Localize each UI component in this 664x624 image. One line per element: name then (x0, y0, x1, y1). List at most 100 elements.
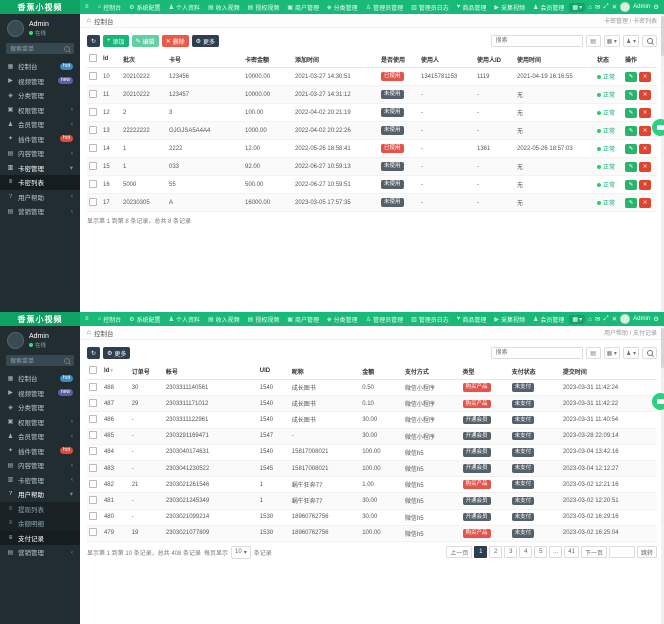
nav-item-1[interactable]: ⚙ 系统配置 (125, 0, 164, 14)
edit-button[interactable]: ✎ 编辑 (131, 35, 159, 47)
paging-switch-button[interactable]: ▤ (585, 347, 601, 359)
sidebar-item-3[interactable]: ▣ 权限管理 ‹ (0, 415, 80, 430)
sidebar-item-1[interactable]: ▶ 视频管理 new (0, 74, 80, 89)
jump-button[interactable]: 跳转 (636, 546, 657, 559)
row-edit-button[interactable]: ✎ (625, 179, 637, 190)
row-checkbox[interactable] (89, 71, 97, 80)
sidebar-toggle-button[interactable]: ≡ (85, 4, 89, 10)
row-delete-button[interactable]: ✕ (639, 125, 651, 136)
nav-item-11[interactable]: ♟ 会员管理 (529, 312, 564, 326)
delete-button[interactable]: ✕ 删除 (161, 35, 189, 47)
nav-item-6[interactable]: ◈ 分类管理 (323, 0, 362, 14)
sidebar-item-4[interactable]: ♟ 会员管理 ‹ (0, 429, 80, 444)
sidebar-item-7[interactable]: ▥ 卡密管理 ‹ (0, 473, 80, 488)
row-edit-button[interactable]: ✎ (625, 143, 637, 154)
sidebar-item-5[interactable]: ✦ 插件管理 hot (0, 132, 80, 147)
nav-item-2[interactable]: ♟ 个人资料 (165, 312, 204, 326)
row-edit-button[interactable]: ✎ (625, 161, 637, 172)
refresh-button[interactable]: ↻ (87, 347, 101, 359)
row-checkbox[interactable] (89, 414, 97, 423)
nav-item-8[interactable]: ▥ 管理员日志 (407, 312, 453, 326)
sidebar-item-9[interactable]: ≡ 提现列表 (0, 501, 80, 516)
paging-switch-button[interactable]: ▤ (585, 35, 601, 47)
sidebar-item-4[interactable]: ♟ 会员管理 ‹ (0, 117, 80, 132)
page-button[interactable]: 4 (519, 546, 533, 559)
row-checkbox[interactable] (89, 179, 97, 188)
search-input[interactable] (490, 35, 583, 47)
nav-item-9[interactable]: ♥ 商品管理 (453, 312, 491, 326)
settings-icon[interactable]: ⚙ (653, 316, 659, 323)
row-delete-button[interactable]: ✕ (639, 179, 651, 190)
row-checkbox[interactable] (89, 431, 97, 440)
user-avatar[interactable] (620, 314, 631, 324)
mail-icon[interactable]: ✉ (595, 316, 601, 323)
close-icon[interactable]: ✕ (611, 4, 618, 11)
page-button[interactable]: 2 (489, 546, 503, 559)
sidebar-item-11[interactable]: ≡ 支付记录 (0, 530, 80, 545)
sidebar-item-8[interactable]: ≡ 卡密列表 (0, 175, 80, 190)
nav-item-7[interactable]: ♙ 管理员管理 (362, 312, 407, 326)
row-edit-button[interactable]: ✎ (625, 197, 637, 208)
row-checkbox[interactable] (89, 447, 97, 456)
nav-item-2[interactable]: ♟ 个人资料 (165, 0, 204, 14)
nav-item-0[interactable]: ⌂ 控制台 (94, 312, 126, 326)
nav-item-10[interactable]: ▶ 采集视频 (490, 312, 529, 326)
home-icon[interactable]: ⌂ (588, 3, 593, 11)
nav-item-8[interactable]: ▥ 管理员日志 (407, 0, 453, 14)
row-checkbox[interactable] (89, 463, 97, 472)
jump-page-input[interactable] (608, 546, 635, 559)
sidebar-item-6[interactable]: ▤ 内容管理 ‹ (0, 458, 80, 473)
row-edit-button[interactable]: ✎ (625, 107, 637, 118)
nav-item-5[interactable]: ▣ 商户管理 (283, 312, 323, 326)
scrollbar-thumb[interactable] (661, 328, 664, 368)
search-input[interactable] (490, 347, 583, 359)
more-button[interactable]: ⚙ 更多 (103, 347, 131, 359)
row-checkbox[interactable] (89, 143, 97, 152)
row-delete-button[interactable]: ✕ (639, 143, 651, 154)
sort-icon[interactable]: ↕ (109, 56, 113, 62)
apps-dropdown-button[interactable]: ▦ ▾ (569, 2, 586, 12)
row-edit-button[interactable]: ✎ (625, 71, 637, 82)
sidebar-item-5[interactable]: ✦ 插件管理 hot (0, 444, 80, 459)
nav-item-4[interactable]: ▤ 授权视频 (244, 312, 284, 326)
view-dropdown-button[interactable]: ♟ ▾ (622, 347, 639, 359)
row-edit-button[interactable]: ✎ (625, 125, 637, 136)
search-button[interactable] (642, 35, 657, 47)
fullscreen-icon[interactable]: ⤢ (603, 3, 609, 10)
sidebar-item-6[interactable]: ▤ 内容管理 ‹ (0, 146, 80, 161)
page-button[interactable]: 3 (504, 546, 518, 559)
select-all-checkbox[interactable] (89, 54, 97, 62)
row-edit-button[interactable]: ✎ (625, 89, 637, 100)
close-icon[interactable]: ✕ (611, 316, 618, 323)
sidebar-item-10[interactable]: ▤ 营销管理 ‹ (0, 204, 80, 219)
page-size-select[interactable]: 10 ▾ (231, 545, 251, 559)
row-checkbox[interactable] (89, 107, 97, 116)
nav-item-0[interactable]: ⌂ 控制台 (94, 0, 126, 14)
more-button[interactable]: ⚙ 更多 (191, 35, 220, 47)
row-delete-button[interactable]: ✕ (639, 71, 651, 82)
page-button[interactable]: 5 (534, 546, 548, 559)
fullscreen-icon[interactable]: ⤢ (603, 315, 609, 322)
row-delete-button[interactable]: ✕ (639, 197, 651, 208)
sidebar-item-10[interactable]: ≡ 余额明细 (0, 516, 80, 531)
sidebar-item-0[interactable]: ▦ 控制台 hot (0, 59, 80, 74)
sidebar-toggle-button[interactable]: ≡ (85, 316, 89, 322)
floating-service-button[interactable] (651, 392, 664, 411)
apps-dropdown-button[interactable]: ▦ ▾ (569, 314, 586, 324)
sidebar-search-input[interactable]: 搜索菜单 (6, 43, 74, 54)
nav-item-9[interactable]: ♥ 商品管理 (453, 0, 491, 14)
select-all-checkbox[interactable] (89, 366, 97, 374)
floating-service-button[interactable] (651, 118, 664, 137)
row-delete-button[interactable]: ✕ (639, 89, 651, 100)
nav-item-7[interactable]: ♙ 管理员管理 (362, 0, 407, 14)
sidebar-item-7[interactable]: ▥ 卡密管理 ▾ (0, 161, 80, 176)
nav-item-10[interactable]: ▶ 采集视频 (490, 0, 529, 14)
nav-item-4[interactable]: ▤ 授权视频 (244, 0, 284, 14)
columns-dropdown-button[interactable]: ▦ ▾ (603, 347, 620, 359)
user-avatar[interactable] (620, 2, 631, 12)
row-checkbox[interactable] (89, 479, 97, 488)
row-checkbox[interactable] (89, 528, 97, 537)
row-delete-button[interactable]: ✕ (639, 107, 651, 118)
page-button[interactable]: 41 (564, 546, 579, 559)
refresh-button[interactable]: ↻ (87, 35, 101, 47)
